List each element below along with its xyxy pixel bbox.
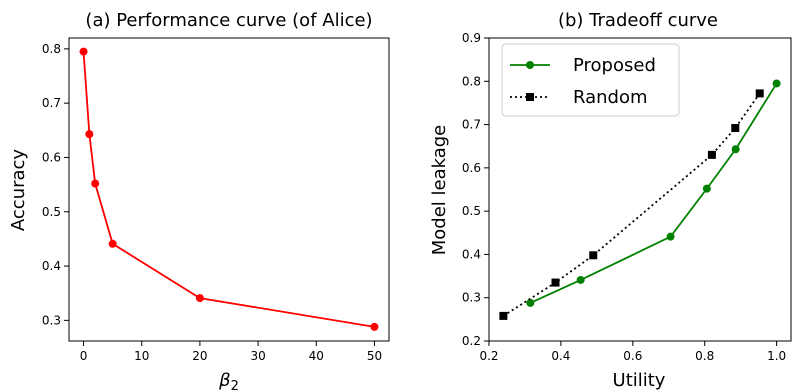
panel-a-ytick-label: 0.7 <box>42 96 61 110</box>
panel-a-xtick-label: 0 <box>80 349 88 363</box>
panel-b-xlabel: Utility <box>613 370 666 391</box>
panel-a-series-0-point <box>85 130 94 139</box>
panel-b-title: (b) Tradeoff curve <box>558 10 718 31</box>
panel-a-xlabel: β2 <box>218 370 239 392</box>
panel-b-frame <box>488 37 792 342</box>
panel-b-series-1-point <box>551 278 560 287</box>
panel-b-series-0-line <box>529 82 778 304</box>
panel-a-frame <box>68 37 390 342</box>
panel-b-ytick-label: 0.9 <box>462 31 481 45</box>
panel-a-ytick-label: 0.4 <box>42 259 61 273</box>
tradeoff-curve-panel: (b) Tradeoff curve 0.2 0.4 0.6 0.8 1.0 0.2 0.3… <box>429 10 792 391</box>
panel-b-series-0-point <box>666 232 675 241</box>
panel-a-series-0-point <box>108 239 117 248</box>
panel-b-series-1-point <box>589 251 598 260</box>
panel-b-xtick-label: 0.4 <box>551 349 570 363</box>
panel-b-xtick-label: 1.0 <box>767 349 786 363</box>
panel-a-ytick-label: 0.8 <box>42 42 61 56</box>
panel-a-ytick-label: 0.5 <box>42 205 61 219</box>
panel-b-series-0-point <box>526 298 535 307</box>
panel-a-series-0-point <box>91 179 100 188</box>
panel-b-series-0-point <box>576 275 585 284</box>
legend-random-label: Random <box>573 87 648 108</box>
panel-b-ytick-label: 0.3 <box>462 291 481 305</box>
legend-proposed-marker <box>526 61 534 69</box>
panel-b-series-1-line <box>502 92 761 317</box>
panel-a-series-0-point <box>79 47 88 56</box>
panel-b-ylabel: Model leakage <box>429 125 450 256</box>
panel-b-ytick-label: 0.6 <box>462 161 481 175</box>
panel-a-xtick-label: 50 <box>367 349 382 363</box>
panel-a-series-0-point <box>195 294 204 303</box>
panel-a-ylabel: Accuracy <box>8 149 29 232</box>
panel-a-ytick-label: 0.6 <box>42 150 61 164</box>
panel-b-series-0-point <box>772 79 781 88</box>
legend: Proposed Random <box>501 43 680 117</box>
panel-a-series-0-point <box>370 322 379 331</box>
panel-b-xtick-label: 0.2 <box>479 349 498 363</box>
panel-b-series-0-point <box>702 184 711 193</box>
panel-a-xtick-label: 20 <box>192 349 207 363</box>
panel-b-series-1-point <box>755 89 764 98</box>
panel-b-series-1-point <box>707 150 716 159</box>
panel-a-title: (a) Performance curve (of Alice) <box>85 10 372 31</box>
legend-random-marker <box>526 93 534 101</box>
panel-b-ytick-label: 0.8 <box>462 74 481 88</box>
panel-a-series-0-line <box>82 51 375 328</box>
legend-proposed-label: Proposed <box>573 55 656 76</box>
panel-b-ytick-label: 0.5 <box>462 204 481 218</box>
panel-a-xtick-label: 30 <box>250 349 265 363</box>
performance-curve-panel: (a) Performance curve (of Alice) 0 10 20 30… <box>8 10 390 392</box>
panel-b-series-0-point <box>731 145 740 154</box>
panel-b-series-1-point <box>499 311 508 320</box>
panel-a-xtick-label: 10 <box>134 349 149 363</box>
panel-a-xtick-label: 40 <box>309 349 324 363</box>
panel-b-ytick-label: 0.2 <box>462 334 481 348</box>
panel-b-xtick-label: 0.8 <box>695 349 714 363</box>
panel-b-ytick-label: 0.4 <box>462 247 481 261</box>
panel-a-ytick-label: 0.3 <box>42 313 61 327</box>
panel-b-xtick-label: 0.6 <box>623 349 642 363</box>
panel-b-ytick-label: 0.7 <box>462 118 481 132</box>
panel-b-series-1-point <box>731 124 740 133</box>
legend-box <box>501 43 680 117</box>
